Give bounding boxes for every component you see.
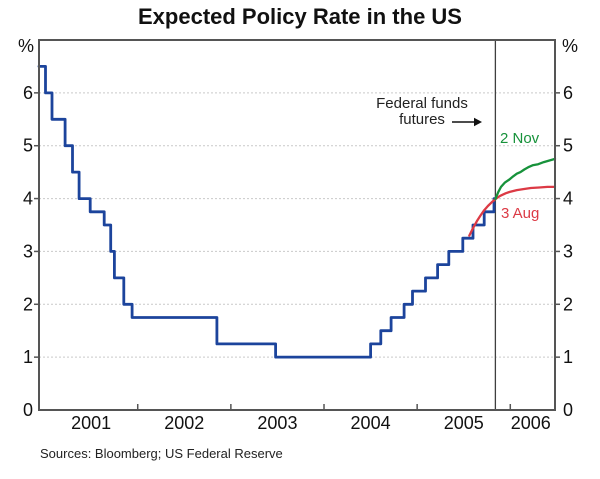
fed-funds-futures-annotation: Federal funds futures (358, 96, 486, 128)
x-axis-year-label: 2001 (71, 413, 111, 433)
series-3-aug (468, 185, 557, 237)
y-axis-tick-label-right: 2 (563, 294, 573, 314)
y-axis-tick-label-right: 5 (563, 136, 573, 156)
y-axis-tick-label-right: 4 (563, 189, 573, 209)
x-axis-year-label: 2005 (444, 413, 484, 433)
series- (37, 65, 497, 359)
annotation-line-2: futures (399, 111, 445, 128)
y-axis-tick-label-right: 3 (563, 241, 573, 261)
sources-note: Sources: Bloomberg; US Federal Reserve (40, 446, 283, 461)
plot-border (38, 39, 556, 411)
futures-label-2nov: 2 Nov (500, 130, 540, 147)
x-axis-year-label: 2003 (257, 413, 297, 433)
y-axis-unit-right: % (562, 36, 579, 56)
series-2-nov (494, 157, 557, 201)
y-axis-tick-label-left: 4 (23, 189, 33, 209)
y-axis-tick-label-left: 2 (23, 294, 33, 314)
y-axis-tick-label-right: 1 (563, 347, 573, 367)
y-axis-tick-label-left: 0 (23, 400, 33, 420)
y-axis-tick-label-right: 6 (563, 83, 573, 103)
chart-title: Expected Policy Rate in the US (138, 4, 462, 29)
futures-label-3aug: 3 Aug (501, 205, 540, 222)
futures-arrow-head (474, 117, 482, 127)
y-axis-tick-label-left: 1 (23, 347, 33, 367)
x-axis-year-label: 2006 (511, 413, 551, 433)
x-axis-year-label: 2002 (164, 413, 204, 433)
x-axis-year-label: 2004 (351, 413, 391, 433)
y-axis-unit-left: % (17, 36, 34, 56)
y-axis-tick-label-left: 5 (23, 136, 33, 156)
y-axis-tick-label-left: 6 (23, 83, 33, 103)
y-axis-tick-label-right: 0 (563, 400, 573, 420)
annotation-line-1: Federal funds (376, 95, 468, 112)
y-axis-tick-label-left: 3 (23, 241, 33, 261)
